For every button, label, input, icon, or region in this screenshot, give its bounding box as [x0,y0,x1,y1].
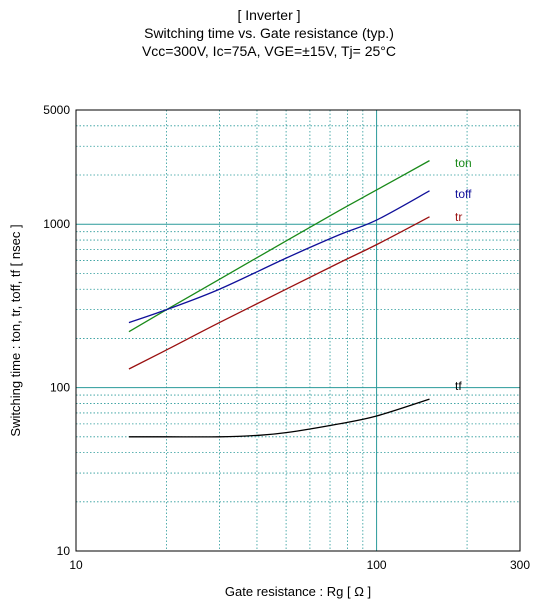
series-line-ton [128,160,430,333]
tick-labels: 10 100 300 10 100 1000 5000 [43,103,530,572]
y-tick-label: 10 [57,544,71,558]
series-label-ton: ton [455,156,472,170]
series-line-tf [128,398,430,438]
x-axis-label: Gate resistance : Rg [ Ω ] [225,584,371,599]
y-axis-label: Switching time : ton, tr, toff, tf [ nse… [8,224,23,436]
y-tick-label: 100 [50,381,70,395]
chart-subtitle: Switching time vs. Gate resistance (typ.… [144,25,394,41]
x-tick-label: 300 [510,558,530,572]
x-tick-label: 10 [69,558,83,572]
chart-title: [ Inverter ] [237,7,301,23]
series-lines [128,160,430,438]
plot-frame [75,109,521,552]
grid-lines [76,110,520,551]
x-tick-label: 100 [367,558,387,572]
series-labels: ton toff tr tf [455,156,472,393]
chart-conditions: Vcc=300V, Ic=75A, VGE=±15V, Tj= 25°C [141,43,397,59]
series-line-toff [128,190,430,324]
series-label-tr: tr [455,210,462,224]
y-tick-label: 1000 [43,217,70,231]
series-label-toff: toff [455,187,472,201]
y-tick-label: 5000 [43,103,70,117]
series-line-tr [128,216,430,370]
series-label-tf: tf [455,379,462,393]
